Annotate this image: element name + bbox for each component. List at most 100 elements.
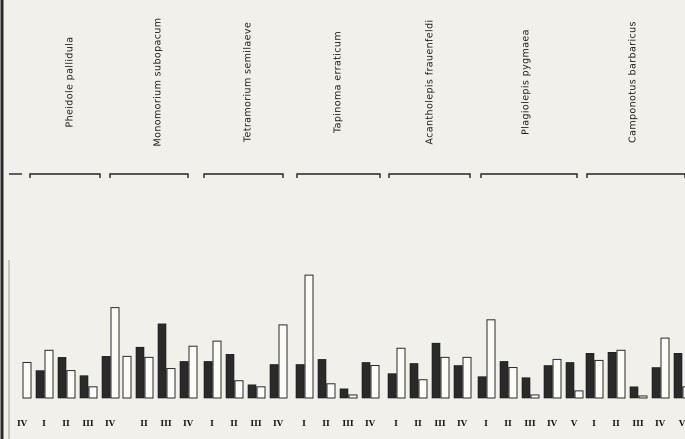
station-tick-label: II [504, 418, 512, 428]
bar-light [278, 324, 288, 399]
station-tick-label: II [414, 418, 422, 428]
species-bracket [388, 173, 471, 178]
brackets-layer [9, 173, 685, 178]
bar-light [22, 361, 32, 399]
bar-light [212, 340, 222, 399]
station-tick-label: IV [273, 418, 284, 428]
station-tick-label: III [342, 418, 353, 428]
bar-dark [585, 353, 595, 399]
bar-dark [101, 356, 111, 399]
station-tick-label: IV [457, 418, 468, 428]
station-tick-label: I [42, 418, 46, 428]
station-tick-label: I [484, 418, 488, 428]
station-tick-label: II [230, 418, 238, 428]
species-label: Pheidole pallidula [65, 36, 76, 127]
species-label: Monomorium subopacum [153, 18, 164, 147]
bar-dark [607, 352, 617, 399]
station-tick-label: I [394, 418, 398, 428]
station-tick-label: IV [183, 418, 194, 428]
bar-light [574, 390, 584, 399]
species-bracket [296, 173, 381, 178]
station-tick-label: I [210, 418, 214, 428]
bar-dark [135, 346, 145, 399]
species-bracket [203, 173, 284, 178]
bar-dark [361, 362, 371, 399]
bar-dark [431, 342, 441, 399]
bar-light [486, 319, 496, 399]
bar-light [234, 380, 244, 399]
bar-light [348, 394, 358, 399]
bar-dark [521, 377, 531, 399]
bar-light [616, 349, 626, 399]
species-bracket [29, 173, 101, 178]
station-tick-label: III [250, 418, 261, 428]
station-tick-label: IV [547, 418, 558, 428]
station-tick-label: IV [365, 418, 376, 428]
bar-light [110, 307, 120, 399]
bars-layer [22, 274, 685, 399]
bar-light [256, 386, 266, 399]
bar-dark [179, 361, 189, 399]
bar-light [396, 347, 406, 399]
bar-light [122, 355, 132, 399]
species-label: Plagiolepis pygmaea [521, 29, 532, 135]
bar-light [440, 356, 450, 399]
bar-light [638, 395, 648, 399]
bar-dark [453, 365, 463, 399]
station-tick-label: III [160, 418, 171, 428]
bar-dark [225, 354, 235, 399]
bar-dark [295, 364, 305, 399]
station-tick-label: III [524, 418, 535, 428]
station-tick-label: IV [655, 418, 666, 428]
station-tick-label: V [570, 418, 578, 428]
station-tick-label: IV [17, 418, 28, 428]
bar-light [66, 370, 76, 399]
bar-light [304, 274, 314, 399]
species-bracket [109, 173, 189, 178]
bar-dark [499, 361, 509, 399]
bar-dark [317, 359, 327, 399]
station-tick-label: II [62, 418, 70, 428]
bar-dark [35, 370, 45, 399]
bar-dark [629, 386, 639, 399]
bar-dark [543, 365, 553, 399]
station-tick-label: III [434, 418, 445, 428]
station-tick-label: II [322, 418, 330, 428]
station-tick-label: II [612, 418, 620, 428]
station-tick-label: III [82, 418, 93, 428]
bar-light [594, 359, 604, 399]
species-labels-layer: Pheidole pallidula Monomorium subopacum Te… [65, 18, 639, 147]
bar-light [188, 345, 198, 399]
bar-light [462, 356, 472, 399]
bar-dark [477, 376, 487, 399]
bar-light [552, 358, 562, 399]
bar-dark [203, 361, 213, 399]
bar-dark [269, 364, 279, 399]
station-tick-label: II [140, 418, 148, 428]
bar-dark [409, 363, 419, 399]
bar-dark [247, 384, 257, 399]
bar-dark [157, 323, 167, 399]
bar-light [370, 365, 380, 399]
species-label: Acantholepis frauenfeldi [425, 19, 436, 144]
species-label: Camponotus barbaricus [628, 21, 639, 143]
bar-dark [387, 373, 397, 399]
bar-light [530, 394, 540, 399]
station-tick-label: III [632, 418, 643, 428]
station-tick-label: V [678, 418, 685, 428]
station-tick-label: I [302, 418, 306, 428]
species-label: Tapinoma erraticum [333, 31, 344, 134]
species-label: Tetramorium semilaeve [243, 22, 254, 143]
bar-dark [565, 362, 575, 399]
bar-dark [673, 353, 683, 399]
species-bracket [586, 173, 685, 178]
bar-light [144, 356, 154, 399]
tick-labels-layer: IV I II III IV II III IV I II III IV I II III IV I II III I… [17, 418, 685, 428]
station-tick-label: I [592, 418, 596, 428]
bar-light [682, 386, 685, 399]
bar-dark [339, 388, 349, 399]
bar-light [418, 379, 428, 399]
bar-light [326, 383, 336, 399]
